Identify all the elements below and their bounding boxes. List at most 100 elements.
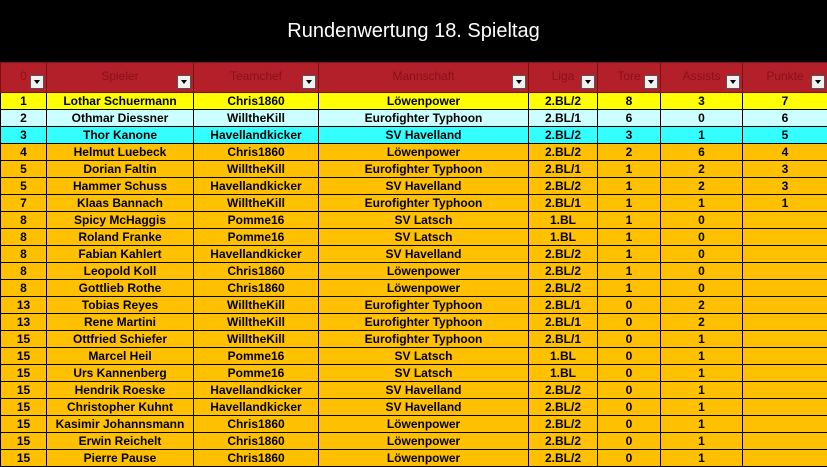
cell-rank[interactable]: 8 [1,212,47,229]
cell-teamchef[interactable]: Chris1860 [194,144,319,161]
cell-punkte[interactable] [743,314,827,331]
cell-rank[interactable]: 15 [1,365,47,382]
cell-assists[interactable]: 1 [661,416,743,433]
cell-mannschaft[interactable]: Löwenpower [319,416,529,433]
cell-liga[interactable]: 2.BL/2 [529,93,598,110]
cell-punkte[interactable]: 4 [743,144,827,161]
cell-punkte[interactable] [743,246,827,263]
cell-mannschaft[interactable]: Löwenpower [319,450,529,467]
cell-teamchef[interactable]: Chris1860 [194,263,319,280]
cell-mannschaft[interactable]: Löwenpower [319,280,529,297]
cell-mannschaft[interactable]: SV Latsch [319,348,529,365]
cell-spieler[interactable]: Ottfried Schiefer [47,331,194,348]
cell-assists[interactable]: 2 [661,178,743,195]
cell-punkte[interactable] [743,433,827,450]
cell-teamchef[interactable]: Pomme16 [194,212,319,229]
cell-liga[interactable]: 2.BL/2 [529,450,598,467]
cell-spieler[interactable]: Erwin Reichelt [47,433,194,450]
cell-mannschaft[interactable]: SV Havelland [319,127,529,144]
cell-mannschaft[interactable]: SV Havelland [319,382,529,399]
cell-teamchef[interactable]: WilltheKill [194,331,319,348]
cell-teamchef[interactable]: Pomme16 [194,229,319,246]
cell-assists[interactable]: 0 [661,246,743,263]
cell-spieler[interactable]: Othmar Diessner [47,110,194,127]
filter-dropdown-icon[interactable] [30,75,44,89]
cell-tore[interactable]: 0 [598,331,661,348]
filter-dropdown-icon[interactable] [811,75,825,89]
cell-tore[interactable]: 0 [598,399,661,416]
cell-spieler[interactable]: Fabian Kahlert [47,246,194,263]
cell-assists[interactable]: 1 [661,365,743,382]
filter-dropdown-icon[interactable] [644,75,658,89]
cell-spieler[interactable]: Kasimir Johannsmann [47,416,194,433]
cell-punkte[interactable] [743,382,827,399]
cell-assists[interactable]: 2 [661,297,743,314]
cell-rank[interactable]: 13 [1,314,47,331]
cell-punkte[interactable]: 5 [743,127,827,144]
cell-liga[interactable]: 2.BL/2 [529,433,598,450]
cell-punkte[interactable]: 3 [743,161,827,178]
cell-punkte[interactable] [743,280,827,297]
cell-rank[interactable]: 8 [1,280,47,297]
cell-teamchef[interactable]: Chris1860 [194,93,319,110]
cell-rank[interactable]: 3 [1,127,47,144]
cell-mannschaft[interactable]: SV Latsch [319,212,529,229]
cell-rank[interactable]: 13 [1,297,47,314]
cell-assists[interactable]: 0 [661,229,743,246]
cell-assists[interactable]: 3 [661,93,743,110]
cell-rank[interactable]: 5 [1,161,47,178]
cell-liga[interactable]: 1.BL [529,348,598,365]
cell-liga[interactable]: 1.BL [529,212,598,229]
cell-tore[interactable]: 0 [598,433,661,450]
cell-spieler[interactable]: Helmut Luebeck [47,144,194,161]
cell-spieler[interactable]: Spicy McHaggis [47,212,194,229]
cell-assists[interactable]: 0 [661,280,743,297]
cell-assists[interactable]: 1 [661,195,743,212]
cell-punkte[interactable]: 6 [743,110,827,127]
cell-punkte[interactable] [743,331,827,348]
cell-mannschaft[interactable]: SV Latsch [319,365,529,382]
cell-tore[interactable]: 3 [598,127,661,144]
filter-dropdown-icon[interactable] [302,75,316,89]
cell-rank[interactable]: 7 [1,195,47,212]
cell-liga[interactable]: 2.BL/2 [529,246,598,263]
cell-rank[interactable]: 5 [1,178,47,195]
cell-rank[interactable]: 15 [1,382,47,399]
cell-rank[interactable]: 15 [1,399,47,416]
cell-rank[interactable]: 8 [1,263,47,280]
cell-teamchef[interactable]: Havellandkicker [194,246,319,263]
cell-teamchef[interactable]: Pomme16 [194,365,319,382]
cell-tore[interactable]: 8 [598,93,661,110]
cell-assists[interactable]: 1 [661,450,743,467]
cell-assists[interactable]: 6 [661,144,743,161]
cell-liga[interactable]: 2.BL/2 [529,263,598,280]
cell-spieler[interactable]: Marcel Heil [47,348,194,365]
cell-spieler[interactable]: Gottlieb Rothe [47,280,194,297]
cell-assists[interactable]: 0 [661,212,743,229]
cell-spieler[interactable]: Roland Franke [47,229,194,246]
cell-teamchef[interactable]: WilltheKill [194,297,319,314]
cell-liga[interactable]: 2.BL/2 [529,127,598,144]
cell-spieler[interactable]: Hendrik Roeske [47,382,194,399]
cell-tore[interactable]: 0 [598,365,661,382]
cell-mannschaft[interactable]: Eurofighter Typhoon [319,161,529,178]
cell-rank[interactable]: 15 [1,450,47,467]
cell-mannschaft[interactable]: Eurofighter Typhoon [319,297,529,314]
cell-teamchef[interactable]: Havellandkicker [194,399,319,416]
cell-liga[interactable]: 1.BL [529,229,598,246]
cell-mannschaft[interactable]: SV Havelland [319,399,529,416]
cell-assists[interactable]: 1 [661,348,743,365]
cell-punkte[interactable]: 3 [743,178,827,195]
cell-tore[interactable]: 1 [598,212,661,229]
cell-teamchef[interactable]: Havellandkicker [194,382,319,399]
cell-tore[interactable]: 0 [598,314,661,331]
cell-teamchef[interactable]: Chris1860 [194,280,319,297]
cell-rank[interactable]: 1 [1,93,47,110]
cell-assists[interactable]: 1 [661,127,743,144]
cell-liga[interactable]: 2.BL/2 [529,416,598,433]
cell-teamchef[interactable]: Chris1860 [194,416,319,433]
cell-punkte[interactable] [743,263,827,280]
cell-rank[interactable]: 15 [1,433,47,450]
cell-punkte[interactable] [743,348,827,365]
cell-tore[interactable]: 2 [598,144,661,161]
